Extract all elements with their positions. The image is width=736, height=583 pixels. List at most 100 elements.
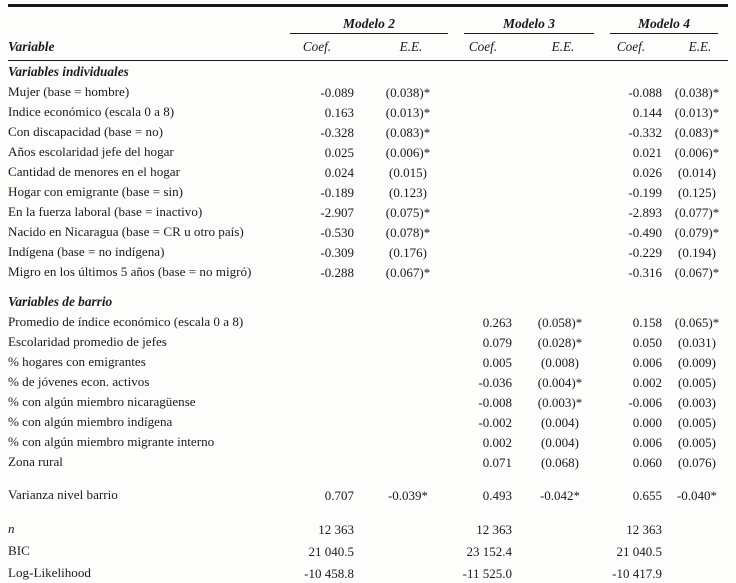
ee-value <box>672 562 728 583</box>
ee-value <box>522 202 604 222</box>
coef-value: 0.005 <box>482 354 512 370</box>
coef-value: -0.089 <box>320 84 354 100</box>
coef-value <box>284 332 364 352</box>
model-2-ee-header: E.E. <box>364 34 458 61</box>
coef-value: -0.328 <box>320 124 354 140</box>
ee-value <box>672 518 728 540</box>
coef-value: 0.006 <box>632 434 662 450</box>
ee-value: (0.058)* <box>537 314 583 330</box>
spacer-row <box>8 282 728 291</box>
table-row: Mujer (base = hombre) -0.089 (0.038)* -0.08… <box>8 82 728 102</box>
section-title: Variables individuales <box>8 63 129 79</box>
coef-value <box>458 262 522 282</box>
coef-value: 0.002 <box>632 374 662 390</box>
variable-label: BIC <box>8 543 30 559</box>
coef-value: -0.008 <box>478 394 512 410</box>
coef-value: -0.288 <box>320 264 354 280</box>
coef-value: -0.006 <box>628 394 662 410</box>
ee-value <box>364 312 458 332</box>
coef-value: 0.000 <box>632 414 662 430</box>
ee-value <box>522 518 604 540</box>
coef-value <box>458 82 522 102</box>
ee-value <box>522 562 604 583</box>
ee-value: -0.040* <box>676 487 718 503</box>
variable-label: Cantidad de menores en el hogar <box>8 164 180 180</box>
ee-value: (0.003)* <box>537 394 583 410</box>
coef-value: -0.229 <box>628 244 662 260</box>
table-row: Con discapacidad (base = no) -0.328 (0.083… <box>8 122 728 142</box>
coef-value: 0.002 <box>482 434 512 450</box>
ee-value <box>522 82 604 102</box>
table-row: Indígena (base = no indígena) -0.309 (0.17… <box>8 242 728 262</box>
variable-label: Indice económico (escala 0 a 8) <box>8 104 175 120</box>
coef-value: 0.025 <box>324 144 354 160</box>
coef-value: 0.060 <box>632 454 662 470</box>
ee-value <box>522 222 604 242</box>
table-row: Cantidad de menores en el hogar 0.024 (0.0… <box>8 162 728 182</box>
coef-value <box>458 202 522 222</box>
ee-value: (0.006)* <box>674 144 720 160</box>
ee-value: (0.125) <box>678 184 716 200</box>
table-row: Migro en los últimos 5 años (base = no m… <box>8 262 728 282</box>
stat-row: BIC 21 040.5 23 152.4 21 040.5 <box>8 540 728 562</box>
variable-label: n <box>8 521 15 537</box>
coef-value <box>458 162 522 182</box>
ee-value: (0.004)* <box>537 374 583 390</box>
column-header-row: Variable Coef. E.E. Coef. E.E. Coef. E.E… <box>8 34 728 61</box>
coef-value: 0.263 <box>482 314 512 330</box>
table-row: % con algún miembro indígena -0.002 (0.004… <box>8 412 728 432</box>
variable-label: Hogar con emigrante (base = sin) <box>8 184 183 200</box>
coef-value: 0.079 <box>482 334 512 350</box>
coef-value: -10 458.8 <box>304 565 354 581</box>
coef-value: -0.002 <box>478 414 512 430</box>
section-row: Variables individuales <box>8 61 728 83</box>
ee-value: (0.008) <box>541 354 579 370</box>
coef-value: -0.036 <box>478 374 512 390</box>
coef-value: 0.163 <box>324 104 354 120</box>
variable-label: % con algún miembro migrante interno <box>8 434 215 450</box>
ee-value <box>364 372 458 392</box>
coef-value: 0.158 <box>632 314 662 330</box>
stat-row: n 12 363 12 363 12 363 <box>8 518 728 540</box>
coef-value <box>458 222 522 242</box>
ee-value: (0.028)* <box>537 334 583 350</box>
variable-label: Con discapacidad (base = no) <box>8 124 164 140</box>
table-row: Hogar con emigrante (base = sin) -0.189 (0… <box>8 182 728 202</box>
ee-value <box>364 332 458 352</box>
table-row: % hogares con emigrantes 0.005 (0.008) 0.00… <box>8 352 728 372</box>
coef-value <box>284 392 364 412</box>
ee-value: (0.083)* <box>385 124 431 140</box>
table-row: Promedio de índice económico (escala 0 a… <box>8 312 728 332</box>
table-row: % con algún miembro migrante interno 0.00… <box>8 432 728 452</box>
model-2-coef-header: Coef. <box>284 34 364 61</box>
coef-value: -0.199 <box>628 184 662 200</box>
ee-value: (0.065)* <box>674 314 720 330</box>
spacer-row <box>8 505 728 518</box>
coef-value <box>284 412 364 432</box>
ee-value <box>364 432 458 452</box>
variable-label: Mujer (base = hombre) <box>8 84 130 100</box>
variable-label: % con algún miembro indígena <box>8 414 173 430</box>
model-3-header-cell: Modelo 3 <box>458 7 604 34</box>
ee-value: (0.078)* <box>385 224 431 240</box>
table-row: % de jóvenes econ. activos -0.036 (0.004)*… <box>8 372 728 392</box>
coef-value: 0.655 <box>632 487 662 503</box>
variable-label: Nacido en Nicaragua (base = CR u otro pa… <box>8 224 244 240</box>
ee-value: (0.038)* <box>674 84 720 100</box>
coef-value <box>284 452 364 472</box>
ee-value <box>364 518 458 540</box>
ee-value: (0.038)* <box>385 84 431 100</box>
coef-value: -0.309 <box>320 244 354 260</box>
coef-value <box>284 312 364 332</box>
variable-label: Promedio de índice económico (escala 0 a… <box>8 314 244 330</box>
coef-value: 0.071 <box>482 454 512 470</box>
spacer-cell <box>8 505 728 518</box>
ee-value <box>364 392 458 412</box>
ee-value: (0.176) <box>389 244 427 260</box>
model-4-coef-header: Coef. <box>604 34 672 61</box>
ee-value <box>522 142 604 162</box>
variable-label: Migro en los últimos 5 años (base = no m… <box>8 264 252 280</box>
empty-header-cell <box>8 7 284 34</box>
variable-label: Varianza nivel barrio <box>8 487 118 503</box>
